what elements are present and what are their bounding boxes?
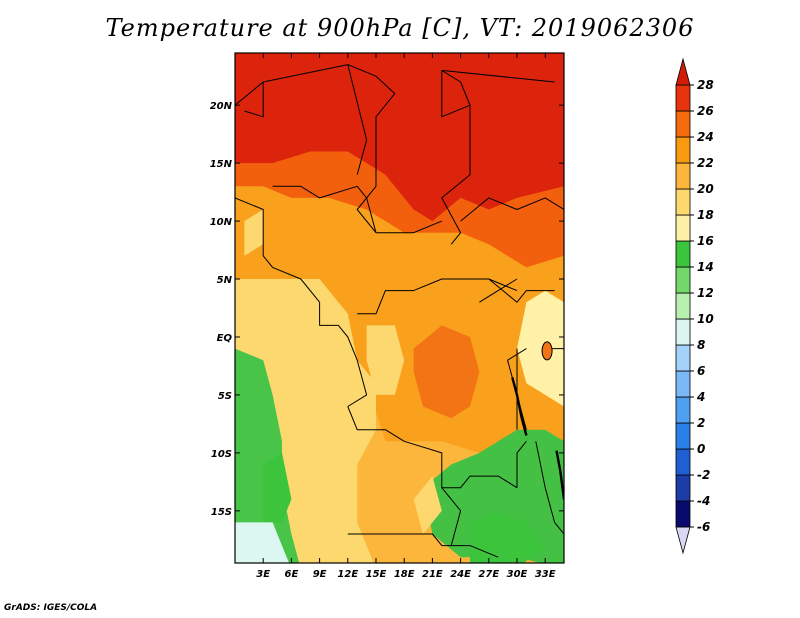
temperature-field: [235, 53, 564, 563]
border-line: [441, 69, 471, 106]
y-tick-label: 10S: [211, 449, 232, 460]
colorbar-label: 12: [697, 286, 714, 300]
colorbar-bin: [675, 344, 691, 372]
colorbar-bin: [675, 500, 691, 528]
border-line: [319, 302, 368, 407]
y-tick-label: 5N: [217, 275, 233, 286]
colorbar-bin: [675, 188, 691, 216]
colorbar-bin: [675, 370, 691, 398]
x-tick-label: 15E: [366, 569, 387, 580]
border-line: [347, 406, 527, 489]
border-line: [441, 487, 462, 546]
colorbar-bin: [675, 240, 691, 268]
colorbar-label: 28: [697, 78, 714, 92]
border-line: [347, 64, 396, 94]
colorbar-label: -2: [697, 468, 710, 482]
x-tick-label: 3E: [256, 569, 270, 580]
y-tick-label: 15N: [210, 159, 233, 170]
colorbar-label: 8: [697, 338, 705, 352]
colorbar-label: -6: [697, 520, 710, 534]
field-zambia-12-14: [470, 510, 546, 563]
field-sahara-26-28: [235, 53, 564, 222]
border-line: [535, 441, 564, 535]
colorbar-bin: [675, 214, 691, 242]
y-tick-label: EQ: [217, 333, 233, 344]
field-congo-18-20: [366, 325, 405, 395]
colorbar-label: 0: [697, 442, 705, 456]
colorbar-label: 22: [697, 156, 714, 170]
x-tick-label: 24E: [450, 569, 471, 580]
colorbar-label: 24: [697, 130, 714, 144]
colorbar-bin: [675, 474, 691, 502]
colorbar-bin: [675, 136, 691, 164]
border-line: [488, 278, 555, 303]
border-line: [356, 93, 442, 234]
colorbar-bin: [675, 318, 691, 346]
colorbar-label: 18: [697, 208, 714, 222]
field-benin-18-20: [244, 209, 264, 256]
colorbar-bin: [675, 396, 691, 424]
colorbar-label: 14: [697, 260, 714, 274]
colorbar-bin: [675, 422, 691, 450]
x-tick-label: 6E: [285, 569, 299, 580]
colorbar-bin: [675, 162, 691, 190]
x-tick-label: 21E: [422, 569, 443, 580]
border-line: [441, 69, 555, 83]
lake-tanganyika: [511, 377, 528, 436]
field-angola-plateau-18-20: [413, 476, 442, 534]
border-line: [244, 82, 264, 118]
grads-credit: GrADS: IGES/COLA: [4, 603, 98, 613]
colorbar-label: -4: [697, 494, 710, 508]
x-tick-label: 27E: [478, 569, 499, 580]
colorbar-bin: [675, 84, 691, 112]
y-tick-label: 5S: [218, 391, 232, 402]
plot-frame: [234, 52, 565, 564]
colorbar-bin: [675, 448, 691, 476]
colorbar-label: 20: [697, 182, 714, 196]
border-line: [460, 197, 564, 222]
colorbar-bin: [675, 57, 691, 86]
lake-malawi: [555, 450, 564, 500]
x-tick-label: 9E: [313, 569, 327, 580]
y-tick-label: 20N: [210, 101, 233, 112]
country-borders: [235, 64, 564, 558]
colorbar-bin: [675, 266, 691, 294]
field-congo-center-24-26: [413, 325, 480, 419]
border-line: [347, 64, 368, 175]
lake-victoria: [541, 341, 553, 361]
field-namibia-10-12: [235, 522, 290, 563]
colorbar-bin: [675, 110, 691, 138]
field-eastafrica-16-18: [517, 290, 564, 407]
x-tick-label: 12E: [337, 569, 358, 580]
colorbar-label: 10: [697, 312, 714, 326]
field-coast-12-14: [263, 452, 292, 523]
x-axis: 3E 6E 9E 12E 15E 18E 21E 24E 27E 30E 33E: [256, 53, 556, 580]
chart-title: Temperature at 900hPa [C], VT: 201906230…: [105, 14, 695, 42]
border-line: [263, 64, 348, 83]
colorbar-label: 2: [697, 416, 705, 430]
x-tick-label: 30E: [507, 569, 528, 580]
border-line: [347, 533, 499, 558]
y-tick-label: 15S: [211, 507, 232, 518]
y-axis: 20N 15N 10N 5N EQ 5S 10S 15S: [210, 101, 564, 518]
colorbar-bin: [675, 292, 691, 320]
colorbar-bin: [675, 526, 691, 555]
border-line: [441, 70, 471, 245]
border-line: [357, 278, 518, 315]
colorbar-label: 6: [697, 364, 705, 378]
border-line: [235, 81, 264, 106]
colorbar-label: 16: [697, 234, 714, 248]
y-tick-label: 10N: [210, 217, 233, 228]
x-tick-label: 33E: [535, 569, 556, 580]
border-line: [479, 278, 518, 303]
colorbar-label: 4: [696, 390, 705, 404]
x-tick-label: 18E: [394, 569, 415, 580]
border-line: [272, 185, 377, 233]
colorbar-label: 26: [697, 104, 714, 118]
border-line: [235, 197, 320, 303]
